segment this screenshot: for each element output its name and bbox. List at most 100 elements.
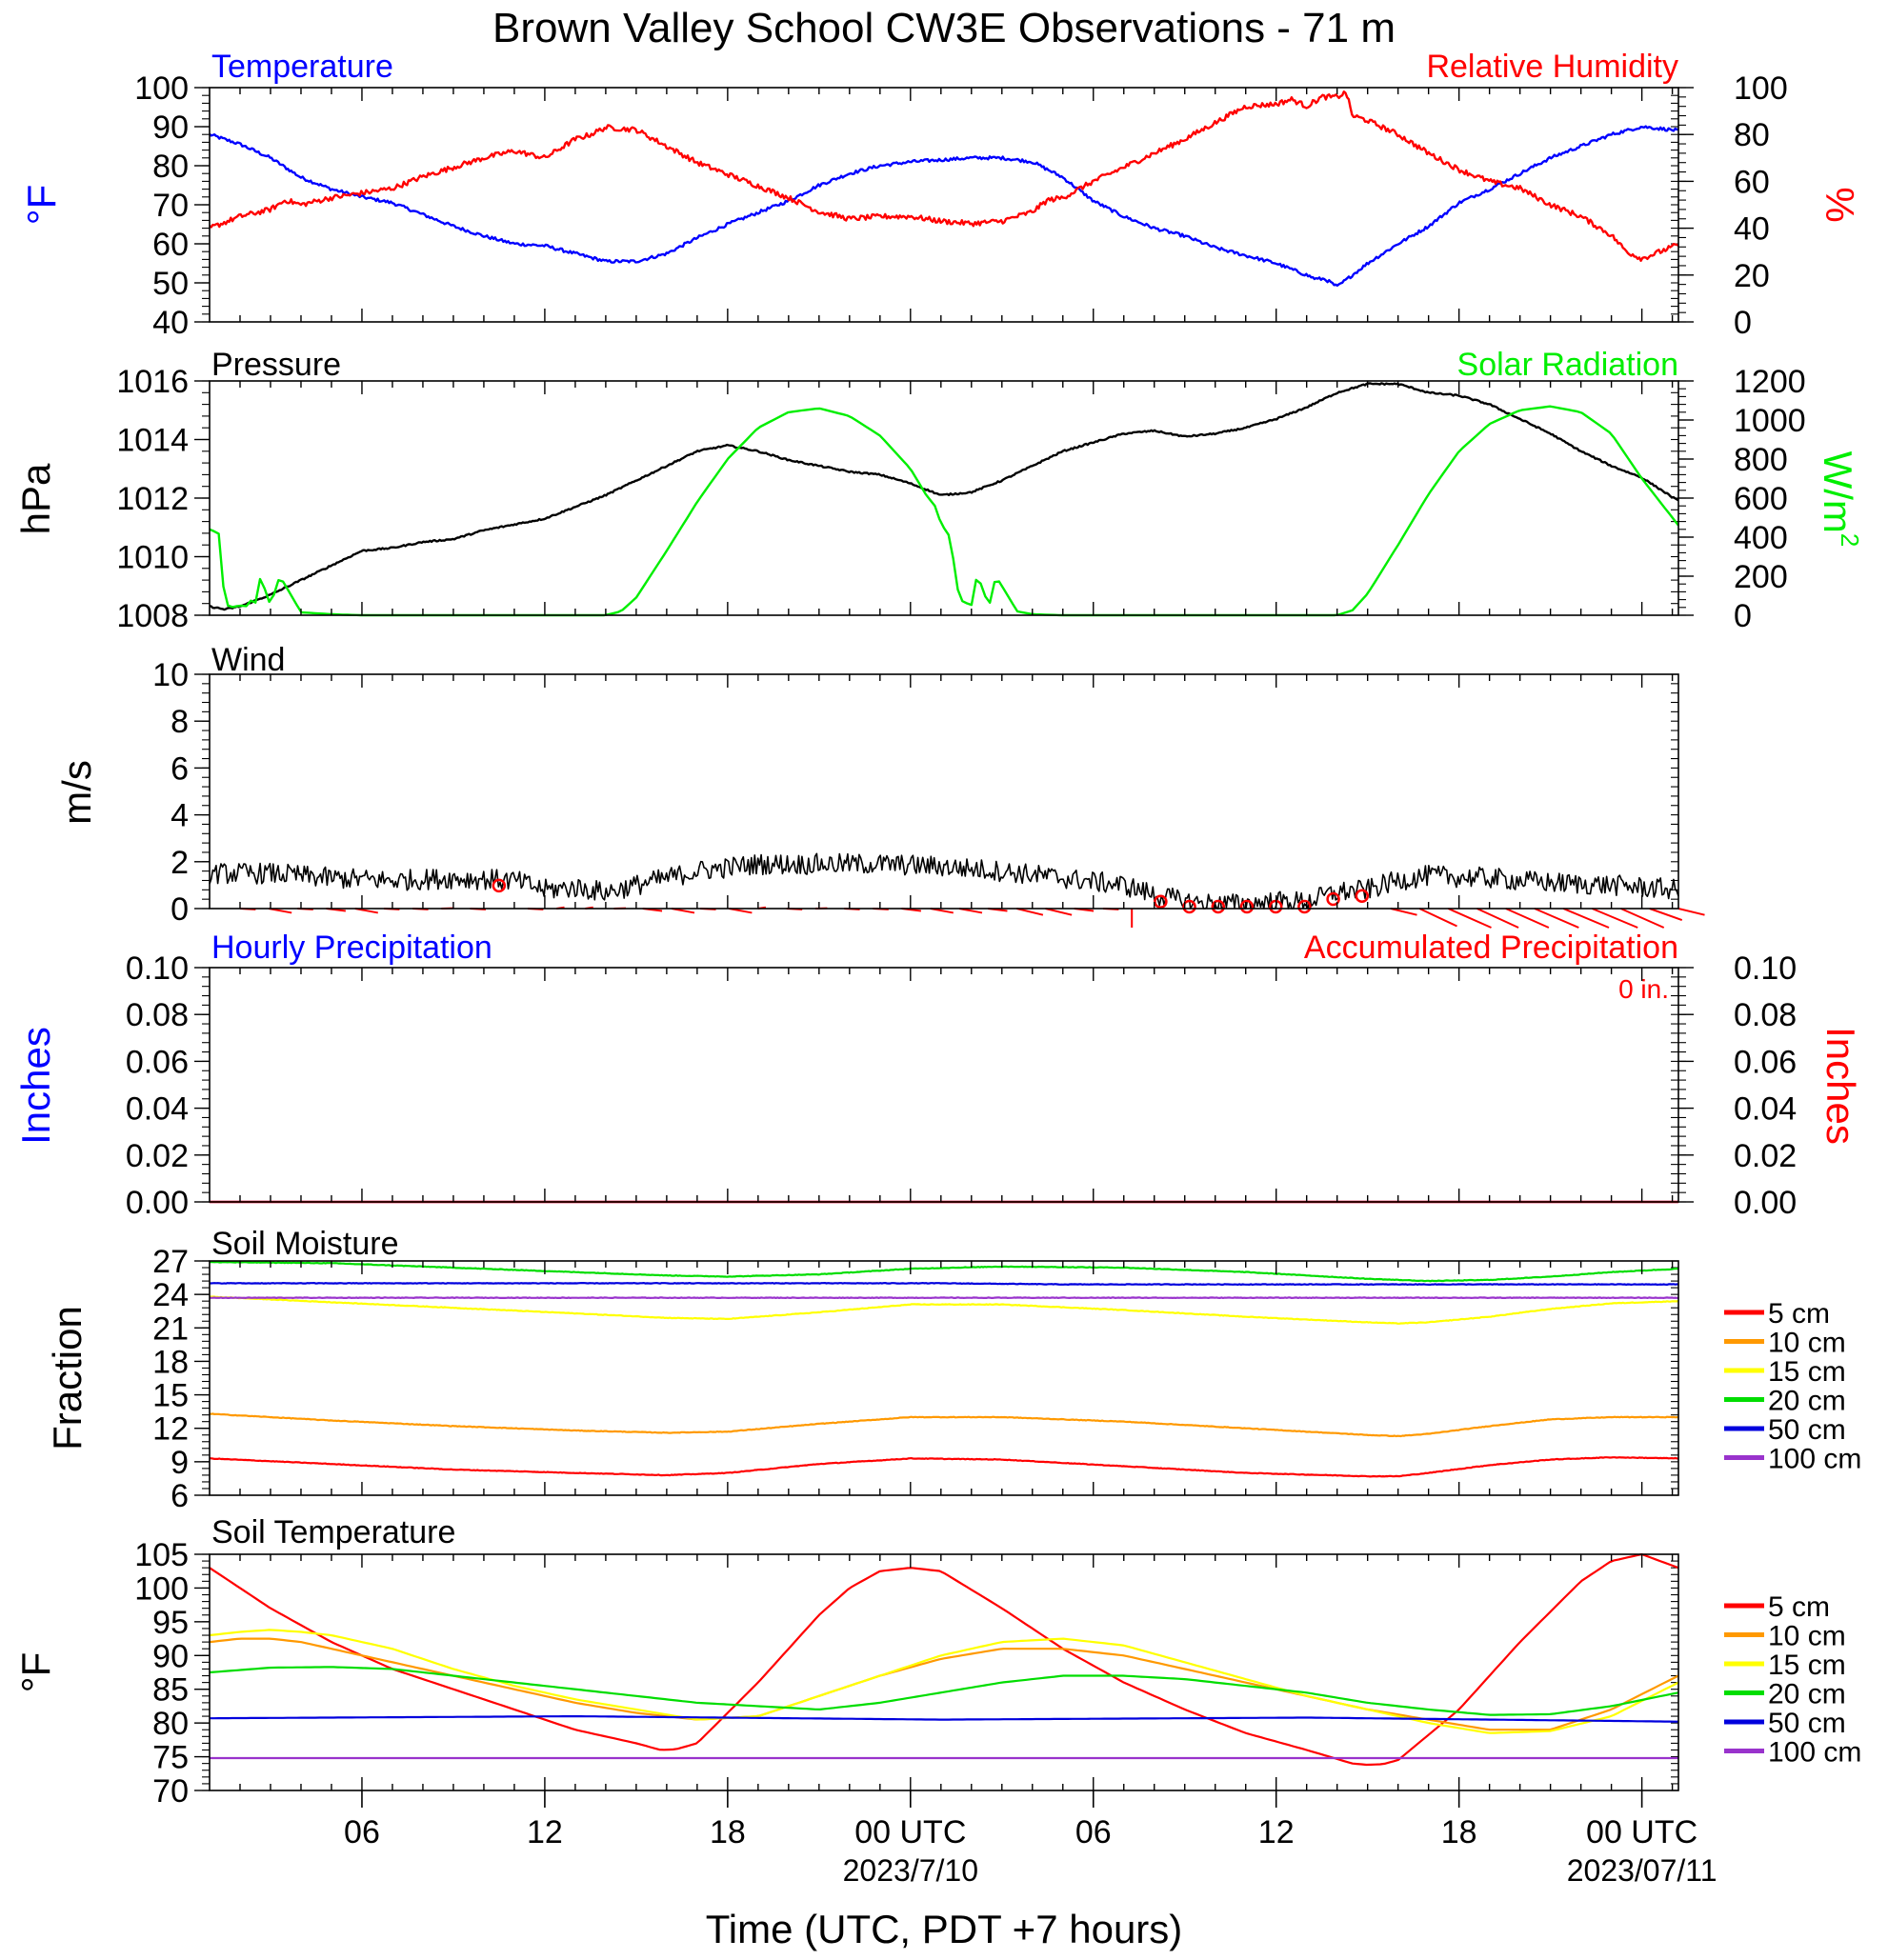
wind-barb-calm (1297, 899, 1312, 914)
wind-barb-calm (1211, 899, 1226, 914)
panel-pressure-solar: Pressure Solar Radiation hPa W/m2 100810… (13, 347, 1864, 634)
legend-label: 50 cm (1768, 1708, 1846, 1739)
y-axis-label-humidity: % (1818, 187, 1862, 222)
y-tick-label: 0.02 (126, 1138, 189, 1174)
y-tick-label: 4 (171, 798, 189, 834)
solar-units: W/m2 (1816, 451, 1864, 548)
y-tick-label: 85 (152, 1672, 189, 1709)
y-tick-label: 800 (1734, 442, 1788, 478)
y-tick-label: 6 (171, 750, 189, 787)
series-line-50-cm (210, 1715, 1678, 1723)
x-tick-date-label: 2023/07/11 (1567, 1853, 1717, 1888)
wind-barb (1534, 908, 1579, 929)
series-line-5-cm (209, 1552, 1679, 1767)
y-axis-label-temperature: °F (19, 185, 64, 225)
y-tick-label: 6 (171, 1478, 189, 1514)
y-axis-label-accum-precip: Inches (1818, 1027, 1863, 1145)
y-tick-label: 20 (1734, 258, 1770, 294)
y-tick-label: 0.04 (126, 1091, 189, 1128)
plot-frame (209, 673, 1679, 910)
wind-barb-calm (1182, 899, 1196, 914)
panel-title-solar: Solar Radiation (1457, 347, 1678, 383)
panel-title-humidity: Relative Humidity (1426, 49, 1678, 85)
legend-label: 15 cm (1768, 1356, 1846, 1388)
wind-barb-calm (1355, 889, 1370, 904)
series-line-20-cm (209, 1666, 1679, 1716)
panel-title-soil-moisture: Soil Moisture (211, 1226, 399, 1262)
legend-label: 10 cm (1768, 1621, 1846, 1652)
plot-frame (209, 1260, 1679, 1496)
legend-label: 10 cm (1768, 1328, 1846, 1359)
series-line-10-cm (209, 1412, 1679, 1438)
series-line-temperature (209, 125, 1679, 287)
series-line-wind (209, 852, 1679, 910)
plot-frame (209, 87, 1679, 323)
panel-temperature-humidity: Temperature Relative Humidity °F % 40506… (19, 49, 1862, 341)
panel-title-hourly-precip: Hourly Precipitation (211, 930, 492, 966)
y-tick-label: 70 (152, 1773, 189, 1810)
y-tick-label: 0 (1734, 305, 1752, 341)
x-tick-label: 12 (1258, 1814, 1295, 1850)
y-tick-label: 1010 (116, 540, 189, 576)
y-tick-label: 10 (152, 657, 189, 693)
y-tick-label: 1012 (116, 481, 189, 517)
wind-barb (1562, 908, 1610, 929)
y-tick-label: 27 (152, 1244, 189, 1280)
x-tick-label: 18 (710, 1814, 746, 1850)
y-tick-label: 80 (1734, 117, 1770, 153)
y-tick-label: 0.04 (1734, 1091, 1797, 1128)
wind-barb (1390, 908, 1417, 916)
x-tick-date-label: 2023/7/10 (843, 1853, 978, 1888)
y-tick-label: 0.10 (1734, 950, 1797, 987)
wind-barb (1016, 908, 1044, 916)
wind-barb (1592, 908, 1638, 929)
y-tick-label: 70 (152, 188, 189, 224)
y-tick-label: 1016 (116, 364, 189, 400)
y-tick-label: 1014 (116, 423, 189, 459)
y-tick-label: 400 (1734, 520, 1788, 556)
y-ticks-hourly-precip: 0.00 0.02 0.04 0.06 0.08 0.10 (126, 950, 1678, 1221)
series-line-relative-humidity (209, 90, 1679, 262)
y-tick-label: 0.08 (126, 997, 189, 1033)
y-tick-label: 15 (152, 1378, 189, 1414)
y-tick-label: 0.08 (1734, 997, 1797, 1033)
y-tick-label: 21 (152, 1310, 189, 1347)
y-tick-label: 8 (171, 704, 189, 740)
y-axis-label-pressure: hPa (13, 463, 58, 534)
y-tick-label: 0.06 (1734, 1044, 1797, 1080)
series-line-20-cm (209, 1260, 1679, 1283)
wind-barb (1505, 908, 1550, 929)
wind-barbs (239, 878, 1705, 929)
series-line-15-cm (209, 1629, 1679, 1734)
legend-label: 50 cm (1768, 1414, 1846, 1446)
y-tick-label: 40 (1734, 211, 1770, 248)
wind-barb (1476, 908, 1519, 929)
wind-barb (1045, 908, 1073, 916)
y-tick-label: 0.00 (126, 1185, 189, 1221)
y-tick-label: 60 (152, 227, 189, 263)
series-line-100-cm (209, 1296, 1679, 1299)
accum-precip-total: 0 in. (1618, 974, 1669, 1004)
y-ticks-pressure: 1008 1010 1012 1014 1016 (116, 364, 1678, 634)
y-tick-label: 90 (152, 1638, 189, 1674)
x-tick-label: 18 (1441, 1814, 1477, 1850)
panel-precipitation: Hourly Precipitation Accumulated Precipi… (13, 930, 1863, 1221)
y-tick-label: 100 (134, 70, 189, 107)
y-tick-label: 0.00 (1734, 1185, 1797, 1221)
wind-barb-calm (1154, 894, 1168, 910)
y-ticks-accum-precip: 0.00 0.02 0.04 0.06 0.08 0.10 (1678, 950, 1797, 1221)
y-tick-label: 1008 (116, 598, 189, 634)
y-tick-label: 100 (1734, 70, 1788, 107)
legend-label: 100 cm (1768, 1737, 1861, 1769)
x-tick-label: 06 (1075, 1814, 1112, 1850)
y-axis-label-solar: W/m2 (1816, 451, 1864, 548)
y-tick-label: 200 (1734, 559, 1788, 595)
wind-barb-calm (1326, 891, 1340, 907)
x-axis-label: Time (UTC, PDT +7 hours) (706, 1907, 1183, 1951)
y-axis-label-soil-temperature: °F (13, 1652, 58, 1692)
x-tick-label: 00 UTC (854, 1814, 966, 1850)
